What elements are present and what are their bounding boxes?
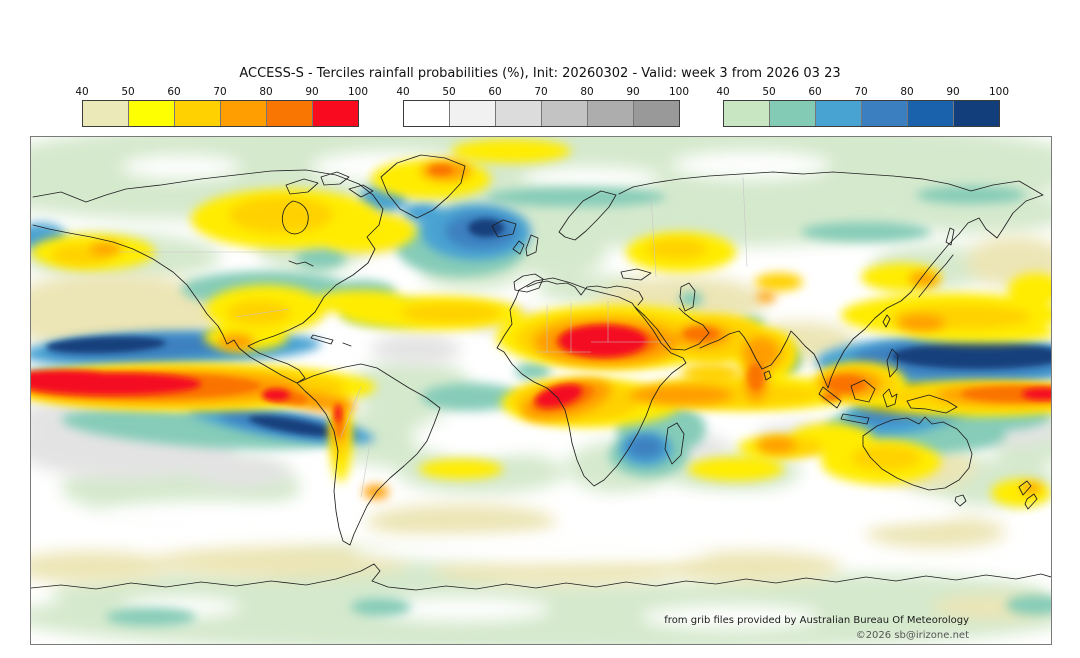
legend-color-segment [815,101,861,126]
legend-colorbar-wet [723,100,1000,127]
legend-color-segment [83,101,128,126]
legend-colorbar-dry [82,100,359,127]
legend-color-segment [587,101,633,126]
country-borders [119,176,748,498]
legend-tick-label: 40 [75,86,89,98]
legend-tick-label: 80 [900,86,914,98]
legend-tick-label: 70 [213,86,227,98]
legend-color-segment [861,101,907,126]
legend-color-segment [769,101,815,126]
legend-color-segment [128,101,174,126]
legend-tick-label: 70 [534,86,548,98]
legend-tick-label: 100 [988,86,1010,98]
legend-colorbar-normal [403,100,680,127]
legend-tick-label: 70 [854,86,868,98]
world-map: from grib files provided by Australian B… [30,136,1052,645]
legend-tick-label: 50 [762,86,776,98]
legend-color-segment [541,101,587,126]
legend-ticks: 40 50 60 70 80 90 100 [75,86,368,99]
legend-tick-label: 60 [808,86,822,98]
coastlines [31,154,1051,591]
legend-tick-label: 40 [396,86,410,98]
legend-color-segment [174,101,220,126]
legend-bar-above-normal: 40 50 60 70 80 90 100 [716,86,1009,128]
page-title: ACCESS-S - Terciles rainfall probabiliti… [239,66,841,81]
legend-tick-label: 80 [259,86,273,98]
legend-tick-label: 50 [442,86,456,98]
legend-color-segment [312,101,358,126]
legend-color-segment [953,101,999,126]
legend-color-segment [266,101,312,126]
legend-tick-label: 90 [946,86,960,98]
legend-color-segment [449,101,495,126]
legend-color-segment [220,101,266,126]
legend-color-segment [404,101,449,126]
legend-tick-label: 40 [716,86,730,98]
credit-text: from grib files provided by Australian B… [664,615,969,626]
legend-ticks: 40 50 60 70 80 90 100 [396,86,689,99]
legend-tick-label: 60 [488,86,502,98]
legend-bar-below-normal: 40 50 60 70 80 90 100 [75,86,368,128]
legend-color-segment [724,101,769,126]
copyright-text: ©2026 sb@irizone.net [855,630,969,641]
legend-tick-label: 90 [305,86,319,98]
legend-tick-label: 50 [121,86,135,98]
legend-tick-label: 100 [668,86,690,98]
legend-tick-label: 90 [626,86,640,98]
legend-tick-label: 100 [347,86,369,98]
legend-tick-label: 60 [167,86,181,98]
legend-ticks: 40 50 60 70 80 90 100 [716,86,1009,99]
legend-tick-label: 80 [580,86,594,98]
legend-color-segment [633,101,679,126]
probability-field-red [31,325,1051,422]
legend-bar-near-normal: 40 50 60 70 80 90 100 [396,86,689,128]
legend-color-segment [907,101,953,126]
world-map-canvas [31,137,1051,644]
legend-color-segment [495,101,541,126]
